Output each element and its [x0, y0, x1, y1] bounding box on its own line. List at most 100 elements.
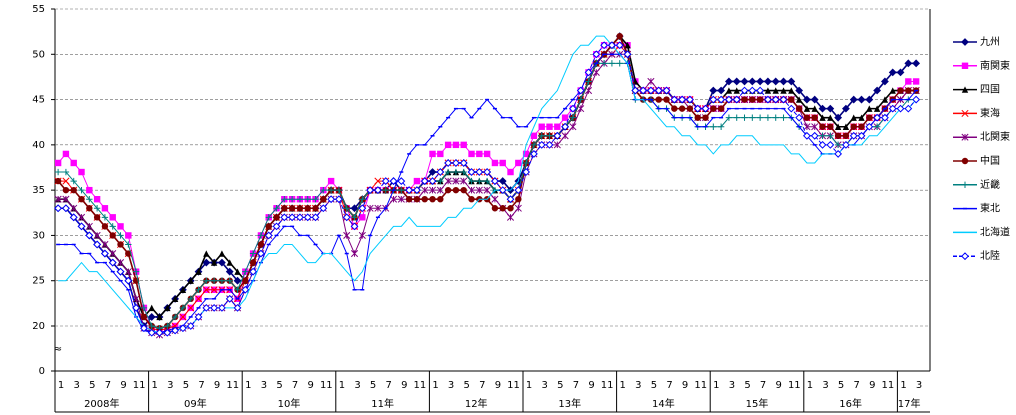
data-point	[320, 186, 327, 194]
data-point	[93, 205, 101, 212]
legend-label: 中国	[980, 154, 1000, 167]
data-point	[62, 177, 70, 185]
data-point	[249, 250, 257, 257]
data-point	[202, 303, 211, 312]
x-tick-label: 11	[320, 380, 333, 391]
data-point	[109, 232, 116, 239]
data-point	[756, 114, 764, 121]
data-point	[242, 277, 249, 284]
data-point	[771, 95, 780, 104]
data-point	[405, 196, 413, 203]
data-point	[444, 177, 452, 185]
data-point	[803, 114, 811, 121]
data-point	[155, 328, 164, 337]
data-point	[483, 168, 492, 176]
data-point	[272, 222, 281, 231]
data-point	[678, 105, 686, 112]
x-tick-label: 3	[167, 380, 173, 391]
data-point	[896, 104, 905, 113]
data-point	[343, 231, 351, 239]
data-point	[725, 95, 733, 104]
data-point	[281, 196, 288, 203]
data-point	[842, 132, 850, 139]
data-point	[93, 240, 102, 249]
year-label: 14年	[652, 397, 675, 410]
data-point	[694, 114, 701, 121]
data-point	[538, 123, 545, 130]
data-point	[475, 186, 483, 194]
data-point	[452, 177, 460, 185]
data-point	[444, 141, 452, 149]
data-point	[662, 86, 671, 95]
data-point	[101, 223, 109, 230]
data-point	[498, 186, 507, 195]
data-point	[93, 231, 101, 239]
data-point	[654, 86, 663, 95]
data-point	[834, 123, 842, 130]
data-point	[86, 186, 93, 194]
data-point	[265, 214, 272, 221]
x-tick-label: 7	[760, 380, 766, 391]
data-point	[389, 195, 398, 203]
data-point	[537, 140, 546, 149]
data-point	[203, 250, 210, 257]
x-tick-label: 1	[245, 380, 251, 391]
data-point	[257, 232, 265, 239]
data-point	[827, 114, 834, 121]
data-point	[865, 95, 874, 104]
data-point	[350, 222, 359, 231]
data-point	[748, 77, 757, 86]
data-point	[530, 132, 538, 139]
data-point	[624, 42, 631, 49]
legend-marker	[961, 109, 969, 117]
data-point	[764, 87, 772, 94]
data-point	[717, 105, 725, 112]
data-point	[850, 123, 857, 130]
data-point	[779, 95, 788, 104]
legend-marker	[961, 181, 969, 188]
data-point	[826, 104, 835, 113]
data-point	[554, 123, 561, 130]
data-point	[312, 205, 319, 212]
x-tick-label: 7	[666, 380, 672, 391]
data-point	[296, 196, 304, 203]
x-tick-label: 9	[869, 380, 875, 391]
data-point	[561, 132, 569, 140]
data-point	[842, 104, 850, 113]
data-point	[483, 186, 491, 194]
data-point	[303, 213, 312, 222]
data-point	[811, 105, 818, 112]
data-point	[335, 186, 343, 194]
x-tick-label: 11	[507, 380, 520, 391]
data-point	[116, 267, 125, 276]
x-tick-label: 9	[776, 380, 782, 391]
data-point	[179, 313, 187, 321]
y-tick-label: 35	[32, 185, 45, 196]
data-point	[132, 268, 140, 275]
data-point	[499, 159, 506, 167]
data-point	[569, 114, 577, 121]
x-tick-label: 11	[694, 380, 707, 391]
data-point	[70, 204, 78, 212]
data-point	[740, 77, 749, 86]
x-tick-label: 7	[198, 380, 204, 391]
data-point	[655, 96, 662, 103]
data-point	[842, 140, 850, 149]
axis-break: ≈	[54, 344, 62, 355]
data-point	[54, 177, 62, 185]
data-point	[101, 240, 109, 249]
data-point	[600, 60, 608, 67]
data-point	[467, 168, 476, 176]
data-point	[320, 196, 327, 203]
x-tick-label: 5	[838, 380, 844, 391]
data-point	[280, 213, 289, 222]
data-point	[553, 141, 561, 149]
data-point	[811, 114, 818, 121]
data-point	[623, 50, 632, 59]
data-point	[788, 96, 795, 103]
legend-marker	[961, 157, 969, 165]
data-point	[491, 177, 499, 185]
data-point	[444, 186, 452, 194]
data-point	[483, 177, 491, 185]
data-point	[912, 59, 921, 68]
